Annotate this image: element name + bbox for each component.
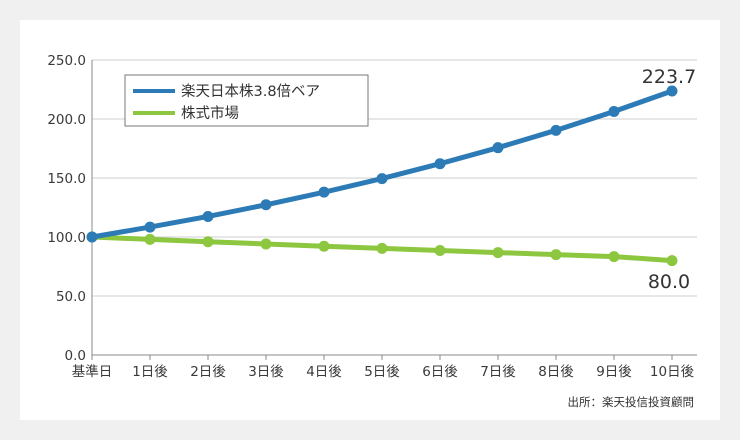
y-axis-ticks: 0.0 50.0 100.0 150.0 200.0 250.0 [47, 53, 86, 364]
end-label-market: 80.0 [648, 271, 690, 293]
y-tick-label: 100.0 [47, 230, 86, 246]
y-tick-label: 150.0 [47, 171, 86, 187]
line-chart: 0.0 50.0 100.0 150.0 200.0 250.0 基準日 1日後 2日後 3日後… [47, 53, 697, 409]
data-point [550, 124, 562, 136]
x-axis-ticks: 基準日 1日後 2日後 3日後 4日後 5日後 6日後 7日後 8日後 9日後 10日後 [72, 355, 695, 380]
y-tick-label: 50.0 [56, 289, 86, 305]
data-point [666, 255, 678, 267]
y-tick-label: 200.0 [47, 112, 86, 128]
x-tick-label: 4日後 [306, 364, 342, 380]
data-point [492, 247, 504, 259]
y-tick-label: 0.0 [65, 348, 86, 364]
data-point [666, 85, 678, 97]
legend-label-market: 株式市場 [181, 105, 239, 122]
series-group [86, 85, 678, 267]
source-note: 出所：楽天投信投資顧問 [568, 395, 695, 409]
x-tick-label: 3日後 [248, 364, 284, 380]
x-tick-label: 9日後 [596, 364, 632, 380]
data-point [376, 173, 388, 185]
data-point [434, 244, 446, 256]
end-label-bear: 223.7 [642, 66, 696, 88]
data-point [202, 210, 214, 222]
x-tick-label: 基準日 [72, 363, 113, 380]
x-tick-label: 10日後 [650, 364, 695, 380]
data-point [202, 236, 214, 248]
x-tick-label: 5日後 [364, 364, 400, 380]
x-tick-label: 8日後 [538, 364, 574, 380]
data-point [260, 238, 272, 250]
data-point [144, 233, 156, 245]
data-point [550, 249, 562, 261]
data-point [492, 142, 504, 154]
x-tick-label: 6日後 [422, 364, 458, 380]
x-tick-label: 1日後 [132, 364, 168, 380]
data-point [376, 242, 388, 254]
x-tick-label: 7日後 [480, 364, 516, 380]
data-point [318, 240, 330, 252]
data-point [260, 199, 272, 211]
legend: 楽天日本株3.8倍ベア 株式市場 [124, 74, 369, 127]
chart-panel: 0.0 50.0 100.0 150.0 200.0 250.0 基準日 1日後 2日後 3日後… [20, 20, 720, 420]
legend-label-bear: 楽天日本株3.8倍ベア [181, 83, 320, 100]
legend-box [124, 74, 369, 127]
data-point [86, 231, 98, 243]
data-point [434, 158, 446, 170]
data-point [608, 251, 620, 263]
y-tick-label: 250.0 [47, 53, 86, 69]
x-tick-label: 2日後 [190, 364, 226, 380]
data-point [318, 186, 330, 198]
data-point [144, 221, 156, 233]
data-point [608, 105, 620, 117]
